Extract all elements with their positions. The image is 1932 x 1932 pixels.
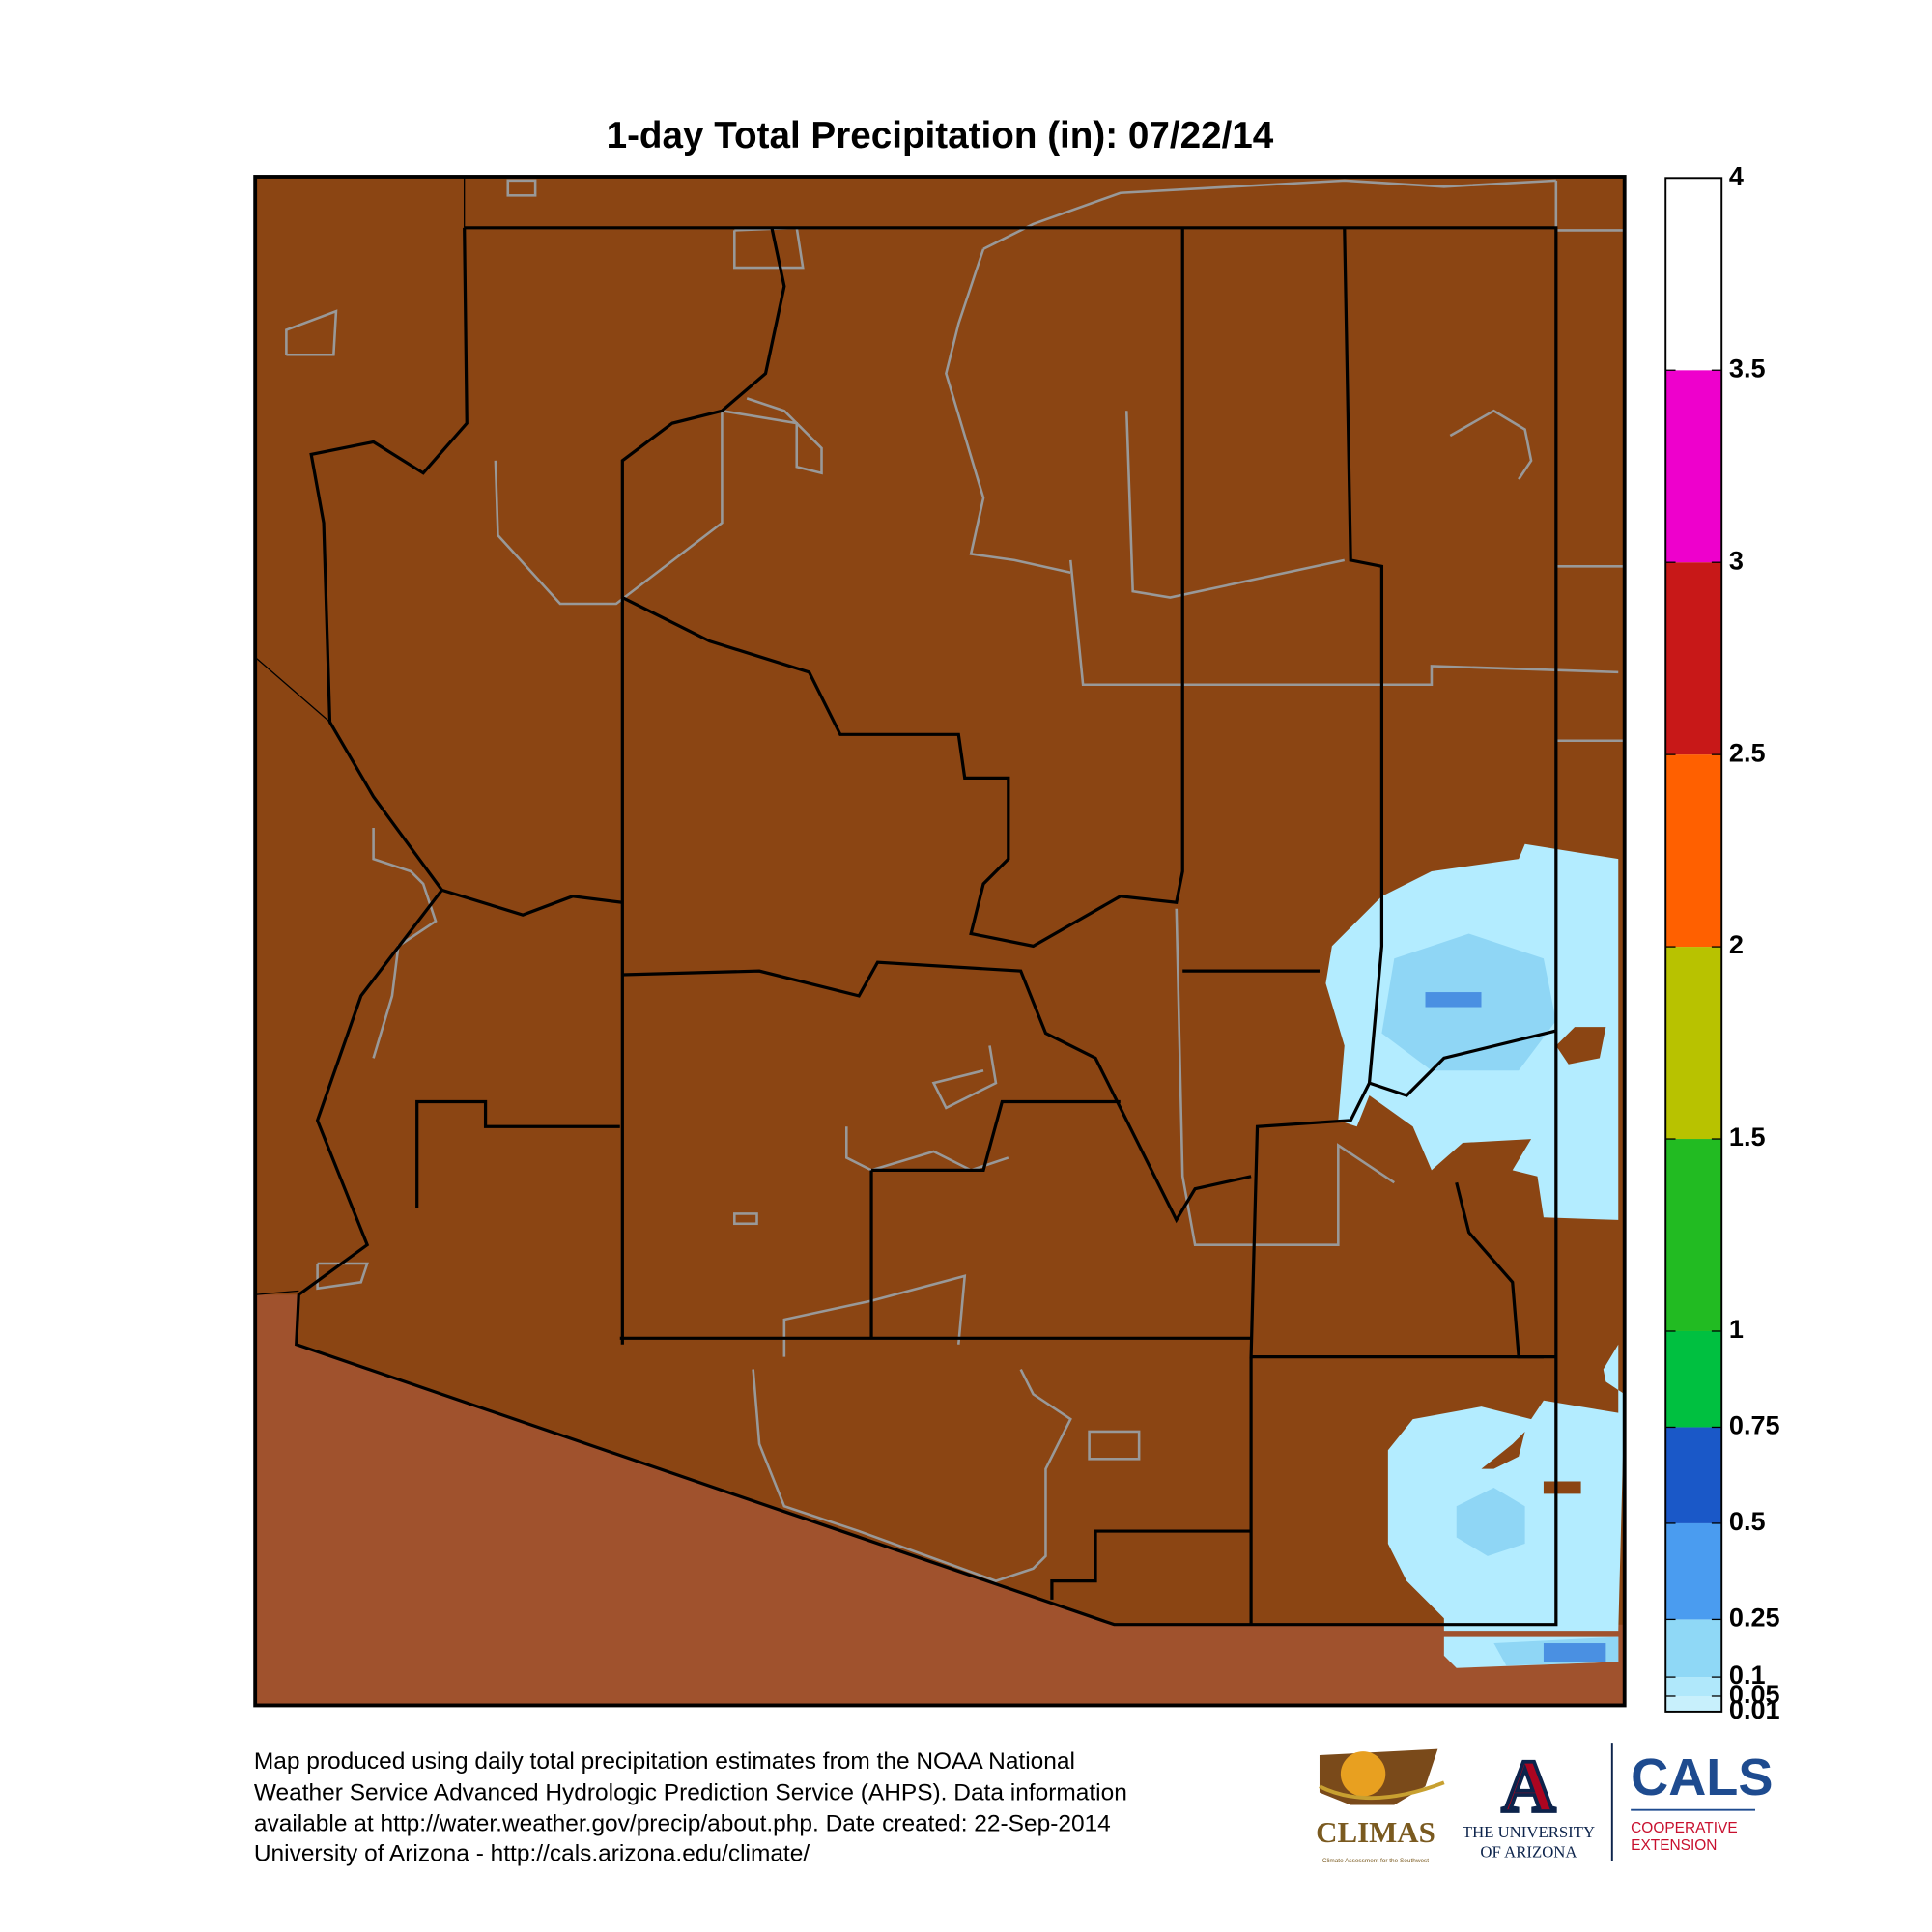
cals-text: CALS <box>1631 1748 1773 1806</box>
footer-line: Weather Service Advanced Hydrologic Pred… <box>254 1779 1127 1805</box>
colorbar-label: 3.5 <box>1729 354 1766 383</box>
cals-subtext: EXTENSION <box>1631 1837 1717 1854</box>
colorbar-segment <box>1665 178 1722 371</box>
colorbar-segment <box>1665 370 1722 563</box>
footer: Map produced using daily total precipita… <box>254 1748 1127 1866</box>
colorbar-label: 3 <box>1729 546 1744 575</box>
colorbar-label: 1 <box>1729 1315 1744 1344</box>
colorbar-label: 0.25 <box>1729 1604 1780 1633</box>
colorbar-segment <box>1665 1695 1722 1712</box>
climas-text: CLIMAS <box>1316 1815 1435 1849</box>
colorbar-label: 2 <box>1729 930 1744 959</box>
ua-text: THE UNIVERSITY <box>1463 1823 1595 1841</box>
colorbar-segment <box>1665 1677 1722 1696</box>
colorbar-label: 0.05 <box>1729 1680 1780 1709</box>
footer-line: available at http://water.weather.gov/pr… <box>254 1811 1111 1837</box>
dry-holes <box>1481 1027 1606 1494</box>
colorbar-segment <box>1665 1427 1722 1523</box>
colorbar-label: 2.5 <box>1729 738 1766 767</box>
map-title: 1-day Total Precipitation (in): 07/22/14 <box>607 115 1274 156</box>
colorbar-segment <box>1665 1619 1722 1678</box>
colorbar: 0.010.050.1 0.25 0.5 0.75 1 1.5 2 2.5 3 3.5 4 <box>1664 161 1780 1724</box>
colorbar-label: 0.75 <box>1729 1411 1780 1440</box>
colorbar-segment <box>1665 754 1722 948</box>
cals-logo: CALS COOPERATIVE EXTENSION <box>1631 1748 1773 1854</box>
ua-letter: A <box>1502 1745 1556 1828</box>
colorbar-segment <box>1665 1522 1722 1620</box>
colorbar-label: 0.5 <box>1729 1507 1766 1536</box>
cals-subtext: COOPERATIVE <box>1631 1820 1737 1836</box>
state-lines <box>254 176 466 1295</box>
mexico <box>255 1294 1625 1706</box>
colorbar-segment <box>1665 562 1722 755</box>
footer-line: University of Arizona - http://cals.ariz… <box>254 1841 810 1867</box>
colorbar-label: 0.1 <box>1729 1661 1766 1690</box>
map-frame <box>253 175 1627 1708</box>
precip-heavy <box>1425 992 1606 1662</box>
footer-line: Map produced using daily total precipita… <box>254 1748 1075 1775</box>
climas-logo: CLIMAS Climate Assessment for the Southw… <box>1316 1748 1445 1864</box>
colorbar-frame <box>1664 177 1723 1713</box>
logos: CLIMAS Climate Assessment for the Southw… <box>1316 1743 1773 1864</box>
colorbar-segment <box>1665 1330 1722 1428</box>
colorbar-label: 0.01 <box>1729 1695 1780 1724</box>
colorbar-label: 4 <box>1729 161 1744 190</box>
climas-subtitle: Climate Assessment for the Southwest <box>1322 1858 1429 1864</box>
ua-text: OF ARIZONA <box>1480 1843 1577 1861</box>
county-lines <box>295 226 1558 1627</box>
colorbar-segment <box>1665 1139 1722 1331</box>
colorbar-segment <box>1665 947 1722 1140</box>
map <box>253 175 1627 1708</box>
colorbar-label: 1.5 <box>1729 1122 1766 1151</box>
ua-logo: A THE UNIVERSITY OF ARIZONA <box>1463 1743 1595 1861</box>
